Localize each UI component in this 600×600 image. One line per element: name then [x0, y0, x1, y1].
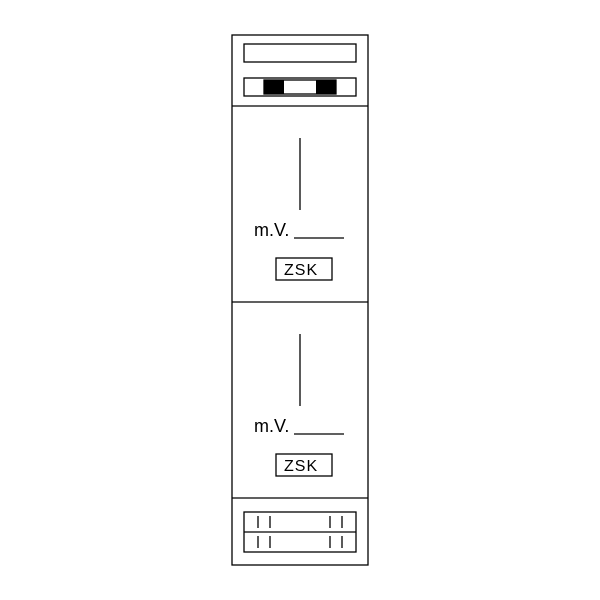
- indicator-black-left: [264, 80, 284, 94]
- module-diagram: m.V. ZSK m.V. ZSK: [0, 0, 600, 600]
- section-0-zsk-text: ZSK: [284, 262, 318, 279]
- module-outline: [232, 35, 368, 565]
- indicator-white-center: [284, 80, 316, 94]
- section-1-mv-label: m.V.: [254, 416, 289, 436]
- indicator-black-right: [316, 80, 336, 94]
- label-slot: [244, 44, 356, 62]
- section-1-zsk-text: ZSK: [284, 458, 318, 475]
- section-0-mv-label: m.V.: [254, 220, 289, 240]
